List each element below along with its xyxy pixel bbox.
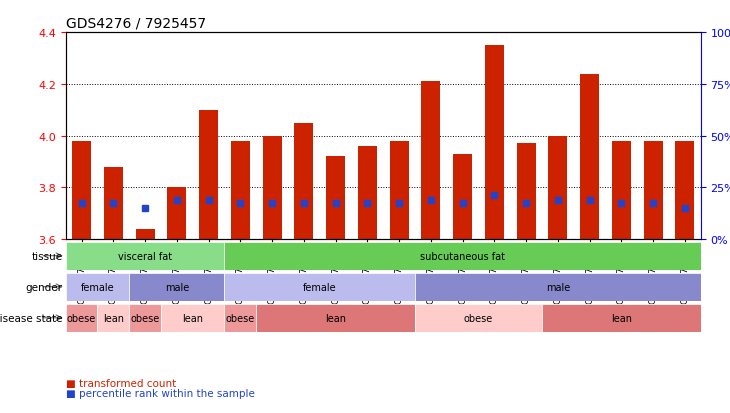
FancyBboxPatch shape	[415, 273, 701, 301]
Bar	[72, 141, 91, 240]
Bar	[199, 111, 218, 240]
FancyBboxPatch shape	[415, 304, 542, 332]
FancyBboxPatch shape	[224, 242, 701, 270]
Bar	[358, 147, 377, 240]
Bar	[517, 144, 536, 240]
Text: lean: lean	[325, 313, 346, 323]
Text: obese: obese	[67, 313, 96, 323]
Text: ■ transformed count: ■ transformed count	[66, 378, 176, 388]
Bar	[612, 141, 631, 240]
Bar	[390, 141, 409, 240]
Text: lean: lean	[182, 313, 203, 323]
Text: disease state: disease state	[0, 313, 63, 323]
Text: tissue: tissue	[31, 251, 63, 261]
Text: obese: obese	[226, 313, 255, 323]
Text: visceral fat: visceral fat	[118, 251, 172, 261]
Bar	[231, 141, 250, 240]
Text: ■ percentile rank within the sample: ■ percentile rank within the sample	[66, 389, 255, 399]
Bar	[263, 136, 282, 240]
Text: male: male	[546, 282, 570, 292]
FancyBboxPatch shape	[129, 273, 224, 301]
Bar	[485, 46, 504, 240]
FancyBboxPatch shape	[66, 304, 98, 332]
Bar	[104, 167, 123, 240]
Text: gender: gender	[26, 282, 63, 292]
FancyBboxPatch shape	[161, 304, 224, 332]
FancyBboxPatch shape	[66, 242, 224, 270]
Bar	[580, 74, 599, 240]
FancyBboxPatch shape	[224, 273, 415, 301]
Bar	[326, 157, 345, 240]
Bar	[136, 229, 155, 240]
Text: subcutaneous fat: subcutaneous fat	[420, 251, 505, 261]
Bar	[421, 82, 440, 240]
Bar	[167, 188, 186, 240]
Bar	[644, 141, 663, 240]
Text: obese: obese	[464, 313, 493, 323]
Bar	[548, 136, 567, 240]
Text: female: female	[80, 282, 115, 292]
Bar	[453, 154, 472, 240]
Text: lean: lean	[611, 313, 632, 323]
FancyBboxPatch shape	[129, 304, 161, 332]
FancyBboxPatch shape	[98, 304, 129, 332]
Text: male: male	[165, 282, 189, 292]
Text: GDS4276 / 7925457: GDS4276 / 7925457	[66, 17, 206, 31]
FancyBboxPatch shape	[224, 304, 256, 332]
FancyBboxPatch shape	[66, 273, 129, 301]
Text: obese: obese	[131, 313, 160, 323]
Bar	[294, 123, 313, 240]
Text: female: female	[303, 282, 337, 292]
Text: lean: lean	[103, 313, 124, 323]
FancyBboxPatch shape	[256, 304, 415, 332]
Bar	[675, 141, 694, 240]
FancyBboxPatch shape	[542, 304, 701, 332]
